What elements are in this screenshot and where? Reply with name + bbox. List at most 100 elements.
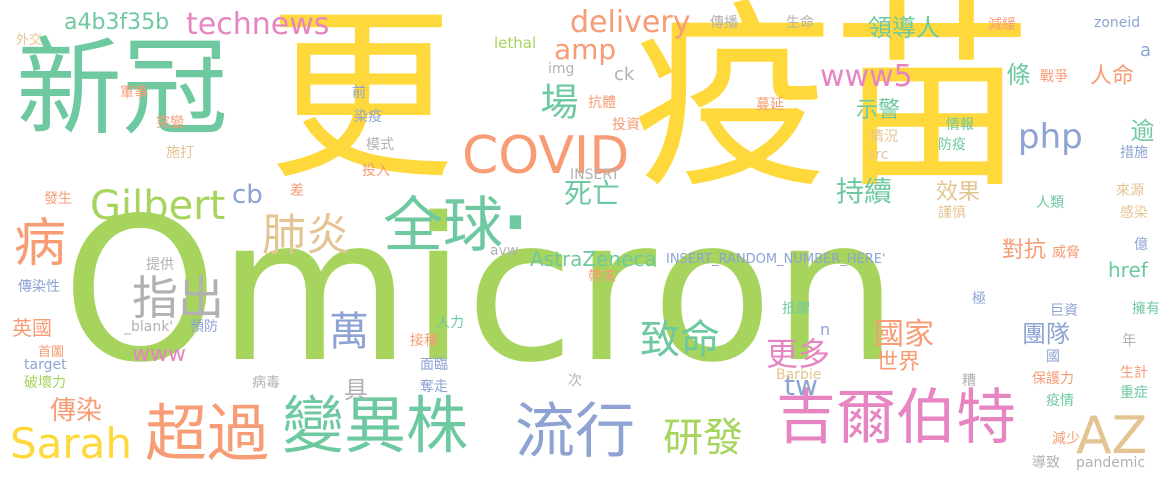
word-quanqiu: 全球: [383, 191, 503, 261]
word-tubian: 突變: [156, 115, 184, 131]
word-bingdu: 病毒: [252, 375, 280, 391]
word-guo: 國: [1046, 349, 1060, 365]
word-shoutu: 首圖: [38, 345, 65, 360]
word-href: href: [1108, 258, 1148, 282]
word-chixu: 持續: [836, 175, 893, 208]
word-lethal: lethal: [494, 34, 537, 52]
word-zhanzheng: 戰爭: [1040, 69, 1068, 85]
word-yufang: 預防: [190, 319, 218, 335]
word-ci: 次: [568, 373, 582, 389]
word-www5: www5: [820, 59, 913, 94]
word-fasheng: 發生: [44, 191, 72, 207]
word-yimiao: 疫苗: [632, 0, 1033, 216]
word-chang: 場: [534, 82, 578, 120]
word-renli: 人力: [436, 315, 464, 331]
word-insert: INSERT: [570, 167, 620, 183]
word-ranyi: 染疫: [354, 109, 382, 125]
word-shengming: 生命: [786, 15, 814, 31]
word-chaoguo: 超過: [145, 397, 270, 470]
word-daidai: 帶來: [588, 269, 616, 285]
word-renlei: 人類: [1036, 195, 1064, 211]
word-pandemic: pandemic: [1076, 455, 1146, 471]
word-dot: .: [498, 127, 533, 255]
word-duikang: 對抗: [1002, 238, 1047, 263]
word-bianyizhu: 變異株: [282, 389, 469, 462]
word-sarah: Sarah: [10, 419, 133, 468]
word-shijie: 世界: [876, 350, 921, 375]
word-shijing: 示警: [856, 98, 901, 123]
word-www: www: [132, 342, 186, 367]
word-xiaoguo: 效果: [936, 180, 981, 205]
word-a4b3f35b: a4b3f35b: [64, 10, 170, 35]
word-yingguo: 英國: [12, 316, 52, 340]
word-tiao: 條: [1002, 62, 1030, 86]
word-cha: 差: [290, 183, 304, 199]
word-bing: 病: [14, 214, 67, 274]
word-shengji: 生計: [1120, 365, 1148, 381]
word-yongyou: 擁有: [1132, 301, 1160, 317]
word-zhichu: 指出: [132, 271, 224, 325]
word-az: AZ: [1076, 406, 1148, 466]
word-pohuaili: 破壞力: [24, 375, 66, 391]
word-jiezhong: 接種: [410, 333, 438, 349]
word-qingkuang: 情況: [870, 129, 898, 145]
word-src: src: [868, 147, 889, 163]
word-technews: technews: [186, 7, 330, 42]
word-baohuli: 保護力: [1032, 371, 1074, 387]
word-weixie: 威脅: [1052, 245, 1080, 261]
word-laiyuan: 來源: [1116, 183, 1144, 199]
word-ju: 具: [344, 376, 368, 404]
word-blank: _blank': [124, 319, 174, 335]
word-qingbao: 情報: [946, 117, 974, 133]
word-insert_rand: INSERT_RANDOM_NUMBER_HERE': [666, 252, 886, 267]
word-juzi: 巨資: [1050, 303, 1078, 319]
word-shida: 施打: [166, 145, 194, 161]
word-jianhuan: 減緩: [988, 17, 1016, 33]
word-ganran: 感染: [1120, 205, 1148, 221]
word-feiyan: 肺炎: [262, 210, 350, 261]
word-lingdaoren: 領導人: [868, 14, 940, 42]
word-guojia: 國家: [874, 317, 934, 352]
word-ck: ck: [614, 64, 635, 85]
word-zhongzheng: 重症: [1120, 385, 1148, 401]
word-junshi: 軍事: [120, 85, 148, 101]
word-liuxing: 流行: [515, 397, 635, 467]
word-chuanran: 傳染: [50, 396, 103, 426]
word-daozhi: 導致: [1032, 455, 1060, 471]
word-mianlin: 面臨: [420, 357, 448, 373]
word-touzi: 投資: [612, 117, 640, 133]
word-php: php: [1018, 117, 1083, 157]
word-cuoshi: 措施: [1120, 145, 1148, 161]
word-target: target: [24, 357, 67, 373]
word-nian: 年: [1122, 333, 1136, 349]
word-tuandui: 團隊: [1022, 320, 1070, 348]
word-zao: 糟: [962, 373, 976, 389]
word-tigong: 提供: [146, 257, 174, 273]
word-yiqing: 疫情: [1046, 393, 1074, 409]
word-jianshao: 減少: [1052, 431, 1080, 447]
word-img: img: [548, 61, 575, 77]
word-jierbote: 吉爾伯特: [776, 383, 1016, 453]
word-kangti: 抗體: [588, 95, 616, 111]
word-amp: amp: [554, 33, 617, 66]
word-chuanranxing: 傳染性: [18, 279, 60, 295]
word-waijiao: 外交: [16, 33, 43, 48]
word-yu: 逾: [1126, 118, 1154, 142]
word-a: a: [1140, 40, 1152, 61]
word-gilbert: Gilbert: [90, 183, 226, 229]
word-yi: 億: [1134, 237, 1148, 253]
word-gengduo: 更多: [766, 335, 831, 373]
word-n: n: [820, 320, 831, 339]
word-jinshen: 謹慎: [938, 205, 966, 221]
word-moshi: 模式: [366, 137, 394, 153]
word-fangyi: 防疫: [938, 137, 966, 153]
word-delivery: delivery: [570, 5, 691, 40]
word-zhiming: 致命: [640, 317, 720, 363]
word-wan: 萬: [322, 310, 368, 350]
word-touru: 投入: [362, 163, 390, 179]
word-renming: 人命: [1090, 64, 1135, 89]
word-yanfa: 研發: [663, 415, 743, 461]
word-covid: COVID: [462, 126, 630, 186]
word-siwang: 死亡: [564, 177, 621, 210]
word-zoneid: zoneid: [1094, 15, 1141, 31]
